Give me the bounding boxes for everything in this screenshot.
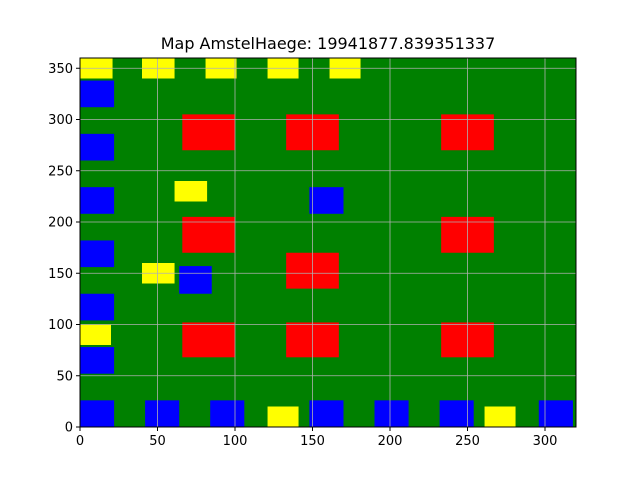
blue-plot	[80, 240, 115, 268]
x-tick-label: 200	[378, 434, 403, 449]
y-tick-label: 350	[48, 62, 73, 77]
map-title: Map AmstelHaege: 19941877.839351337	[161, 34, 496, 53]
blue-plot	[80, 187, 115, 214]
blue-plot	[80, 133, 115, 161]
blue-plot	[210, 400, 245, 427]
map-background	[80, 58, 576, 427]
y-tick-label: 0	[65, 421, 73, 436]
x-tick-label: 100	[223, 434, 248, 449]
y-tick-label: 200	[48, 216, 73, 231]
map-area	[80, 58, 576, 427]
blue-plot	[439, 400, 474, 427]
blue-plot	[374, 400, 409, 427]
red-house	[182, 114, 235, 151]
blue-plot	[309, 400, 344, 427]
yellow-house	[174, 181, 208, 202]
red-house	[182, 216, 235, 253]
blue-plot	[145, 400, 180, 427]
blue-plot	[309, 187, 344, 214]
y-tick-label: 100	[48, 318, 73, 333]
yellow-house	[484, 406, 516, 427]
red-house	[182, 322, 235, 358]
yellow-house	[267, 406, 299, 427]
blue-plot	[80, 347, 115, 374]
blue-plot	[179, 266, 212, 294]
axes: 0 50 100 150 200 250 300 0 50 100 150 200 250 300 350	[48, 57, 577, 449]
x-tick-label: 150	[300, 434, 325, 449]
blue-plot	[538, 400, 573, 427]
x-tick-label: 50	[149, 434, 166, 449]
blue-plot	[80, 293, 115, 321]
blue-plot	[80, 80, 115, 108]
y-tick-label: 50	[56, 369, 73, 384]
x-tick-label: 250	[455, 434, 480, 449]
x-tick-label: 0	[76, 434, 84, 449]
y-tick-label: 250	[48, 164, 73, 179]
y-tick-label: 300	[48, 113, 73, 128]
blue-plot	[80, 400, 115, 427]
axes-frame	[79, 57, 577, 428]
yellow-house	[80, 324, 111, 345]
x-tick-label: 300	[533, 434, 558, 449]
y-tick-label: 150	[48, 267, 73, 282]
